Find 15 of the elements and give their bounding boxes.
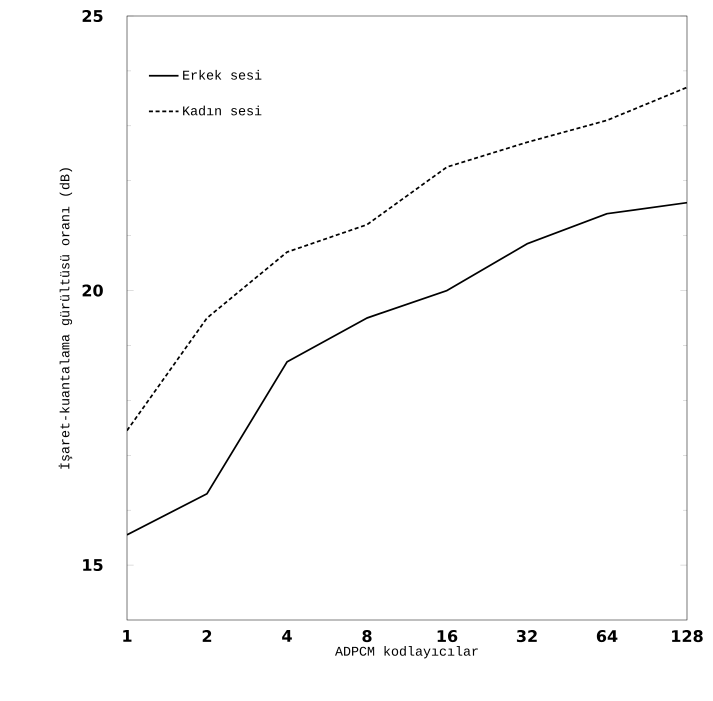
y-tick-label: 20 xyxy=(82,284,103,297)
x-tick-label: 16 xyxy=(438,630,458,642)
x-tick-label: 32 xyxy=(516,630,537,642)
x-axis-title: ADPCM kodlayıcılar xyxy=(334,646,478,658)
y-tick-label: 25 xyxy=(82,10,103,22)
x-tick-label: 128 xyxy=(672,630,703,642)
x-tick-label: 8 xyxy=(362,630,372,642)
y-tick-label: 15 xyxy=(83,559,103,572)
x-tick-label: 1 xyxy=(123,630,132,642)
x-tick-label: 64 xyxy=(596,630,618,642)
y-axis-title: İşaret-kuantalama gürültüsü oranı (dB) xyxy=(58,168,72,469)
x-tick-label: 4 xyxy=(282,630,292,642)
legend-label: Erkek sesi xyxy=(183,70,262,80)
x-tick-label: 2 xyxy=(202,630,212,642)
legend-label: Kadın sesi xyxy=(183,106,262,116)
